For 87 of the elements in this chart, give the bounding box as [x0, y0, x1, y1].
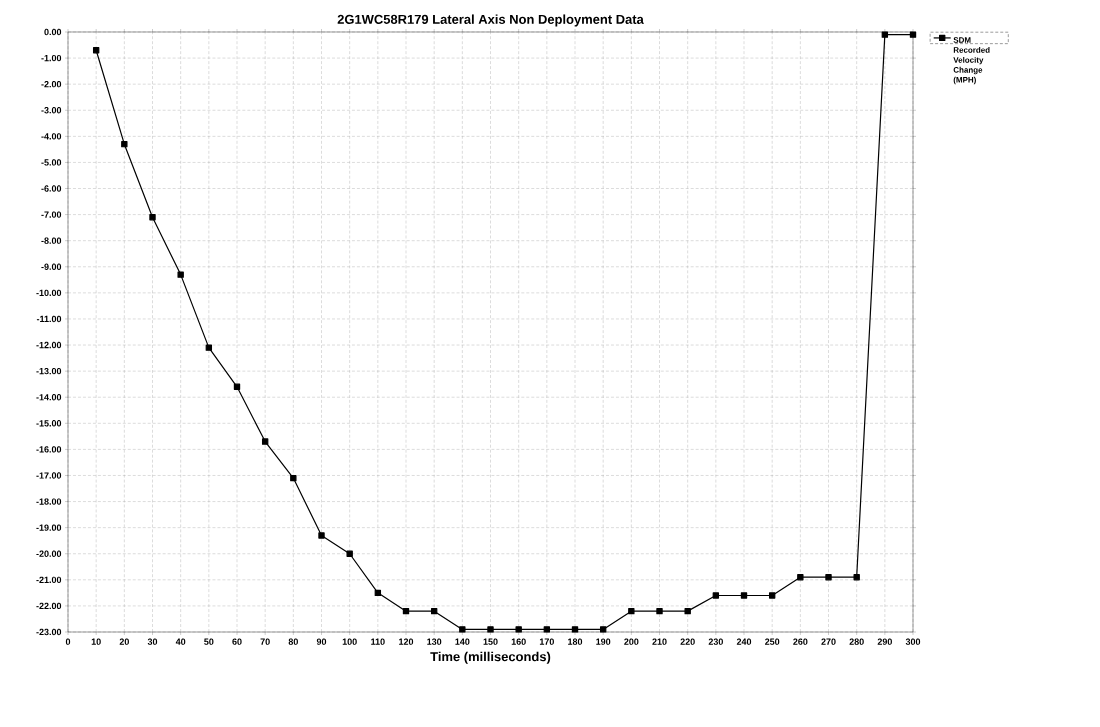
x-tick-label: 250	[765, 638, 780, 645]
x-tick-label: 20	[119, 638, 129, 645]
x-tick-label: 280	[849, 638, 864, 645]
x-tick-label: 100	[342, 638, 357, 645]
y-tick-label: -5.00	[41, 159, 62, 166]
x-tick-label: 120	[399, 638, 414, 645]
x-tick-label: 240	[736, 638, 752, 645]
x-tick-label: 170	[539, 638, 554, 645]
x-tick-label: 190	[596, 638, 611, 645]
x-tick-label: 230	[708, 638, 723, 645]
x-tick-label: 90	[316, 638, 327, 645]
point	[233, 383, 241, 390]
x-tick-label: 50	[204, 638, 214, 645]
y-tick-label: -17.00	[36, 472, 62, 479]
point	[402, 607, 410, 615]
y-tick-label: 0.00	[44, 28, 62, 36]
chart-title: 2G1WC58R179 Lateral Axis Non Deployment Data	[337, 14, 644, 27]
y-tick-label: -23.00	[36, 628, 62, 636]
y-tick-label: -19.00	[36, 524, 62, 531]
y-tick-label: -11.00	[36, 315, 62, 323]
x-tick-label: 180	[568, 638, 583, 645]
y-tick-label: -15.00	[36, 420, 62, 427]
point	[825, 574, 832, 581]
point	[487, 626, 494, 633]
x-tick-label: 150	[483, 638, 498, 645]
point	[459, 626, 466, 633]
point	[430, 607, 438, 615]
x-tick-label: 200	[624, 638, 639, 645]
x-tick-label: 210	[652, 638, 667, 645]
point	[515, 626, 522, 633]
point	[92, 47, 100, 54]
y-tick-label: -18.00	[36, 498, 62, 505]
x-tick-label: 300	[905, 638, 921, 645]
y-tick-label: -12.00	[36, 341, 62, 349]
x-tick-label: 270	[821, 638, 836, 645]
point	[909, 31, 917, 38]
x-axis-title: Time (milliseconds)	[430, 651, 551, 664]
point	[740, 592, 748, 599]
point	[205, 344, 213, 351]
x-tick-label: 260	[793, 638, 808, 645]
point	[290, 474, 297, 482]
x-tick-label: 40	[175, 638, 186, 645]
point	[684, 607, 691, 615]
y-tick-label: -9.00	[41, 263, 62, 270]
x-tick-label: 10	[91, 638, 101, 645]
point	[797, 574, 804, 581]
point	[318, 532, 325, 539]
x-tick-label: 220	[680, 638, 695, 645]
y-tick-label: -2.00	[41, 80, 62, 88]
x-tick-label: 0	[65, 638, 71, 645]
point	[853, 574, 860, 581]
x-tick-label: 130	[427, 638, 442, 645]
y-tick-label: -3.00	[41, 107, 62, 114]
y-tick-label: -14.00	[36, 394, 62, 401]
point	[261, 438, 269, 445]
y-tick-label: -13.00	[36, 367, 62, 375]
y-tick-label: -7.00	[41, 211, 62, 218]
point	[121, 140, 128, 148]
y-tick-label: -10.00	[36, 289, 62, 297]
point	[374, 589, 382, 597]
point	[571, 626, 579, 633]
point	[599, 626, 607, 633]
y-tick-label: -1.00	[41, 54, 62, 62]
x-tick-label: 30	[147, 638, 158, 645]
x-tick-label: 290	[877, 638, 892, 645]
point	[543, 626, 551, 633]
x-tick-label: 110	[371, 638, 385, 645]
x-tick-label: 60	[232, 638, 242, 645]
y-tick-label: -16.00	[36, 446, 62, 453]
y-tick-label: -4.00	[41, 133, 62, 140]
x-tick-label: 160	[511, 638, 526, 645]
y-tick-label: -21.00	[36, 576, 62, 584]
point	[656, 607, 663, 615]
y-tick-label: -22.00	[36, 602, 62, 610]
point	[149, 214, 156, 221]
point	[177, 271, 184, 278]
x-tick-label: 140	[455, 638, 470, 645]
y-tick-label: -6.00	[41, 185, 62, 192]
point	[712, 592, 720, 599]
x-tick-label: 70	[260, 638, 270, 645]
point	[346, 550, 353, 557]
y-tick-label: -20.00	[36, 550, 62, 557]
y-tick-label: -8.00	[41, 237, 62, 244]
point	[881, 31, 889, 38]
point	[628, 607, 635, 615]
point	[768, 592, 776, 599]
x-tick-label: 80	[288, 638, 298, 645]
